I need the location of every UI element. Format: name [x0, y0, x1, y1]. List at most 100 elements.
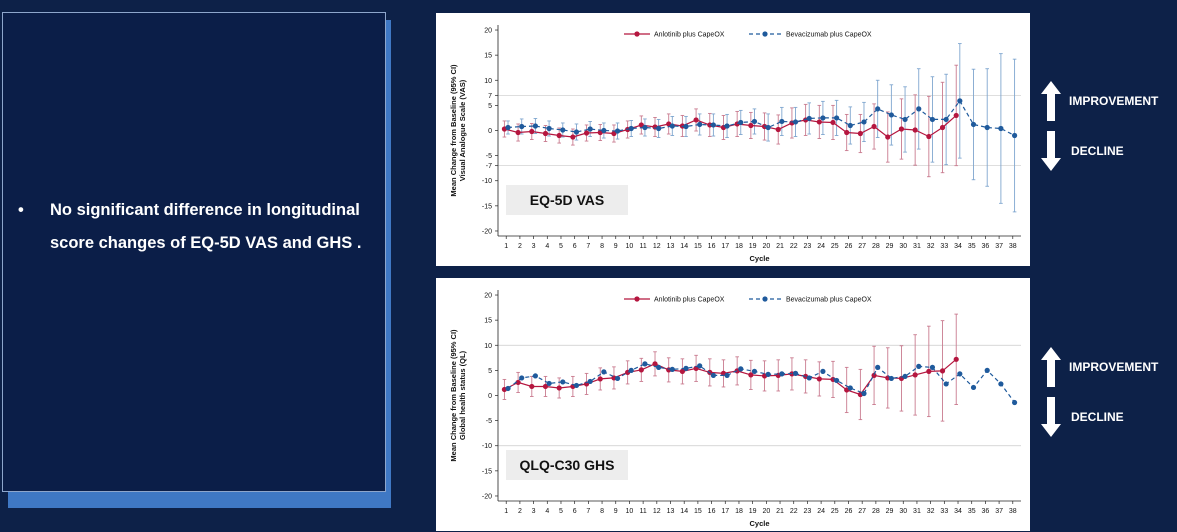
x-tick-label: 2 — [518, 243, 522, 250]
data-point-s1 — [542, 383, 549, 390]
data-point-s2 — [957, 371, 963, 377]
data-point-s2 — [916, 106, 922, 112]
data-point-s1 — [939, 124, 946, 131]
x-tick-label: 31 — [913, 508, 921, 515]
y-tick-label: 0 — [488, 393, 492, 400]
x-tick-label: 28 — [872, 508, 880, 515]
x-tick-label: 5 — [559, 243, 563, 250]
x-tick-label: 11 — [639, 243, 646, 250]
data-point-s1 — [871, 372, 877, 379]
data-point-s2 — [614, 128, 621, 134]
data-point-s2 — [573, 382, 580, 389]
data-point-s1 — [556, 132, 562, 139]
data-point-s1 — [748, 372, 754, 378]
data-point-s1 — [816, 119, 822, 125]
data-point-s2 — [765, 124, 771, 131]
data-point-s2 — [642, 124, 648, 131]
series-line-2 — [507, 363, 1016, 403]
data-point-s1 — [693, 117, 699, 123]
x-tick-label: 32 — [927, 243, 935, 250]
x-tick-label: 37 — [995, 243, 1003, 250]
y-axis-label: Mean Change from Baseline (95% CI) — [449, 64, 458, 197]
data-point-s2 — [806, 375, 812, 381]
data-point-s2 — [724, 372, 730, 379]
x-tick-label: 23 — [804, 508, 812, 515]
data-point-s2 — [683, 365, 689, 371]
x-tick-label: 17 — [721, 508, 729, 515]
decline-label: DECLINE — [1071, 410, 1124, 424]
x-tick-label: 10 — [626, 508, 634, 515]
data-point-s2 — [820, 368, 826, 374]
data-point-s2 — [779, 371, 785, 377]
data-point-s1 — [515, 379, 521, 386]
data-point-s2 — [614, 375, 621, 382]
x-tick-label: 20 — [762, 508, 770, 515]
data-point-s2 — [957, 98, 963, 104]
data-point-s2 — [875, 106, 881, 112]
chart-title-box — [506, 185, 628, 215]
decline-label: DECLINE — [1071, 144, 1124, 158]
y-tick-label: -5 — [486, 153, 492, 160]
data-point-s2 — [710, 122, 716, 128]
left-panel — [2, 12, 386, 492]
data-point-s1 — [816, 376, 822, 382]
data-point-s2 — [560, 127, 566, 133]
x-tick-label: 36 — [982, 508, 990, 515]
improvement-label: IMPROVEMENT — [1069, 360, 1159, 374]
data-point-s2 — [902, 116, 908, 123]
data-point-s2 — [751, 118, 758, 125]
x-tick-label: 26 — [845, 508, 853, 515]
x-tick-label: 14 — [680, 508, 688, 515]
y-tick-label: 20 — [484, 28, 492, 35]
legend-marker-1 — [634, 31, 640, 37]
data-point-s1 — [939, 368, 946, 374]
x-tick-label: 33 — [940, 243, 948, 250]
x-tick-label: 26 — [845, 243, 853, 250]
x-tick-label: 30 — [899, 243, 907, 250]
y-axis-sublabel: Visual Analogue Scale (VAS) — [458, 79, 467, 181]
y-tick-label: 10 — [484, 78, 492, 85]
data-point-s2 — [505, 124, 511, 131]
x-tick-label: 23 — [804, 243, 812, 250]
data-point-s2 — [861, 390, 867, 397]
x-tick-label: 19 — [749, 243, 757, 250]
x-tick-label: 24 — [817, 243, 825, 250]
x-tick-label: 25 — [831, 508, 839, 515]
arrow-up-icon — [1041, 347, 1061, 387]
data-point-s1 — [542, 130, 549, 137]
data-point-s1 — [844, 129, 850, 136]
data-point-s2 — [834, 377, 840, 384]
x-tick-label: 35 — [968, 243, 976, 250]
data-point-s1 — [748, 122, 754, 129]
x-tick-label: 18 — [735, 508, 743, 515]
data-point-s2 — [546, 125, 552, 132]
y-tick-label: -15 — [482, 203, 492, 210]
chart-title-eq5d-vas: EQ-5D VAS — [530, 192, 604, 208]
data-point-s2 — [792, 119, 799, 125]
data-point-s2 — [916, 363, 922, 369]
y-tick-label: 20 — [484, 293, 492, 300]
x-tick-label: 3 — [532, 243, 536, 250]
x-tick-label: 22 — [790, 508, 798, 515]
arrow-down-icon — [1041, 131, 1061, 171]
data-point-s1 — [912, 372, 918, 378]
y-tick-label: 0 — [488, 128, 492, 135]
data-point-s2 — [683, 123, 689, 130]
data-point-s1 — [652, 361, 658, 367]
data-point-s2 — [875, 364, 881, 370]
x-tick-label: 21 — [776, 243, 784, 250]
data-point-s2 — [560, 379, 566, 385]
x-tick-label: 7 — [586, 243, 590, 250]
data-point-s1 — [529, 383, 535, 390]
y-axis-label: Mean Change from Baseline (95% CI) — [449, 329, 458, 462]
x-tick-label: 16 — [708, 508, 716, 515]
data-point-s2 — [943, 116, 949, 123]
x-tick-label: 35 — [968, 508, 976, 515]
data-point-s1 — [885, 134, 891, 140]
data-point-s2 — [546, 380, 552, 387]
x-tick-label: 12 — [653, 508, 661, 515]
y-tick-label: 15 — [484, 318, 492, 325]
data-point-s2 — [929, 116, 936, 123]
x-tick-label: 7 — [586, 508, 590, 515]
